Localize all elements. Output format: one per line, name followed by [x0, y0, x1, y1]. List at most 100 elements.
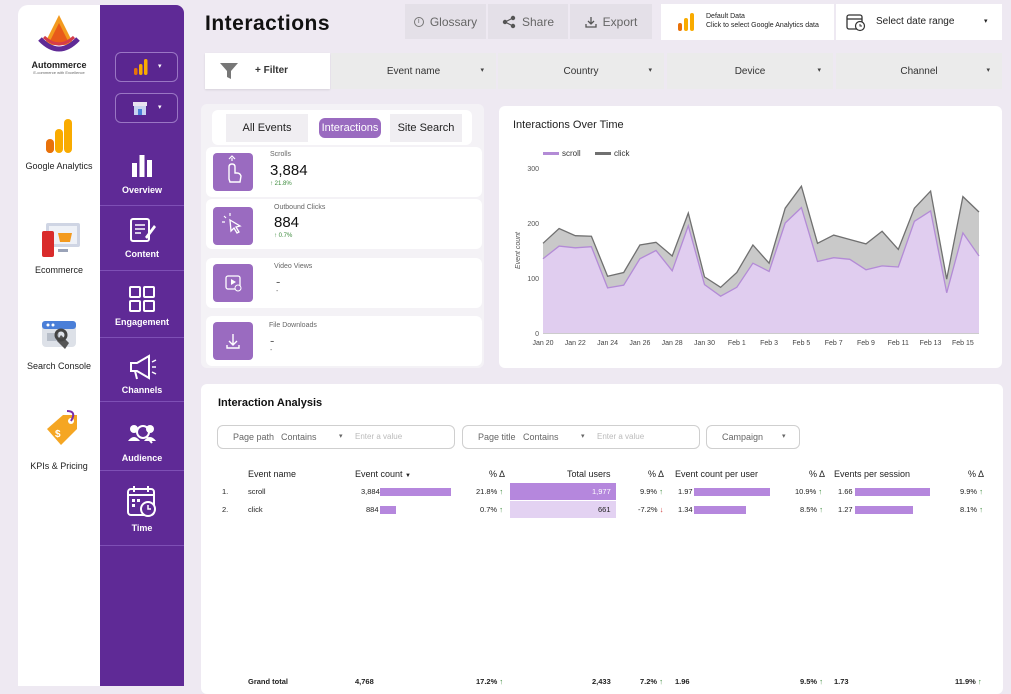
row-index: 1. [222, 487, 229, 496]
glossary-label: Glossary [429, 14, 478, 29]
chevron-down-icon: ▾ [158, 104, 162, 111]
event-name-cell: scroll [248, 487, 266, 496]
chevron-down-icon: ▾ [782, 433, 786, 440]
x-tick-label: Feb 7 [825, 340, 843, 347]
event-name-filter[interactable]: Event name ▾ [331, 53, 496, 89]
tab-site-search[interactable]: Site Search [390, 114, 462, 142]
rail-label: Ecommerce [34, 265, 83, 275]
rail-item-google-analytics[interactable]: Google Analytics [18, 117, 100, 171]
audience-icon [128, 425, 156, 444]
glossary-button[interactable]: i Glossary [405, 4, 486, 39]
nav-item-overview[interactable]: Overview [100, 153, 184, 195]
nav-item-content[interactable]: Content [100, 215, 184, 259]
page-title-input[interactable]: Enter a value [597, 432, 645, 441]
device-filter[interactable]: Device ▾ [667, 53, 833, 89]
filter-icon [220, 63, 238, 79]
total-users-cell: 661 [598, 505, 611, 514]
rail-item-search-console[interactable]: Search Console [18, 317, 100, 371]
google-analytics-icon [678, 13, 694, 31]
x-tick-label: Feb 9 [857, 340, 875, 347]
kpi-delta: - [270, 347, 273, 354]
col-header-total-users[interactable]: Total users [567, 469, 611, 479]
nav-label: Overview [121, 185, 163, 195]
page-path-operator[interactable]: Contains [281, 432, 317, 442]
x-tick-label: Feb 3 [760, 340, 778, 347]
x-tick-label: Jan 28 [662, 340, 683, 347]
rail-label: Google Analytics [25, 161, 93, 171]
chevron-down-icon: ▾ [480, 67, 484, 74]
export-button[interactable]: Export [570, 4, 652, 39]
total-users: 2,433 [592, 677, 611, 686]
add-filter-button[interactable]: + Filter [205, 53, 330, 89]
page-path-input[interactable]: Enter a value [355, 432, 403, 441]
nav-label: Engagement [114, 317, 169, 327]
download-icon [585, 16, 597, 28]
data-source-selector-store[interactable]: ▾ [115, 93, 178, 123]
navigation-sidebar: ▾ ▾ Overview Content [100, 5, 184, 686]
legend-swatch [595, 152, 611, 155]
brand-logo[interactable]: Autommerce E-commerce with Excellence [18, 13, 100, 75]
page-title-label: Page title [478, 432, 516, 442]
info-icon: i [413, 16, 424, 27]
legend-label: click [614, 149, 631, 158]
x-tick-label: Jan 24 [597, 340, 618, 347]
country-filter[interactable]: Country ▾ [498, 53, 664, 89]
page-title: Interactions [205, 12, 331, 35]
calendar-icon [846, 14, 866, 32]
nav-item-channels[interactable]: Channels [100, 353, 184, 395]
event-count-cell: 3,884 [361, 487, 380, 496]
page-title-filter[interactable]: Page title Contains ▾ Enter a value [462, 425, 700, 449]
event-count-bar [380, 506, 397, 514]
data-source-selector-ga[interactable]: ▾ [115, 52, 178, 82]
share-button[interactable]: Share [488, 4, 568, 39]
col-header-event-count[interactable]: Event count ▼ [355, 469, 411, 479]
bar-chart-icon [132, 155, 152, 177]
country-filter-label: Country [563, 65, 599, 77]
nav-label: Channels [121, 385, 163, 395]
share-icon [502, 15, 516, 28]
per-user-delta-cell: 10.9% ↑ [795, 487, 823, 496]
data-source-title: Default Data [706, 13, 745, 20]
col-header-events-per-session[interactable]: Events per session [834, 469, 911, 479]
col-header-per-user-delta[interactable]: % Δ [809, 469, 826, 479]
kpi-card-outbound-clicks: Outbound Clicks 884 ↑ 0.7% [206, 199, 482, 249]
nav-item-audience[interactable]: Audience [100, 421, 184, 463]
chevron-down-icon: ▾ [339, 433, 343, 440]
date-range-picker[interactable]: Select date range ▾ [836, 4, 1002, 40]
tab-interactions[interactable]: Interactions [318, 118, 382, 138]
x-tick-label: Jan 22 [565, 340, 586, 347]
nav-divider [100, 337, 184, 338]
col-header-count-per-user[interactable]: Event count per user [675, 469, 759, 479]
nav-item-engagement[interactable]: Engagement [100, 285, 184, 327]
search-console-icon [42, 321, 76, 349]
legend-swatch [543, 152, 559, 155]
tab-all-events[interactable]: All Events [226, 114, 308, 142]
kpi-card-video-views: Video Views - - [206, 258, 482, 308]
nav-divider [100, 470, 184, 471]
chevron-down-icon: ▾ [648, 67, 652, 74]
total-per-session: 1.73 [834, 677, 849, 686]
nav-divider [100, 205, 184, 206]
kpi-value: - [270, 333, 275, 348]
users-delta-cell: -7.2% ↓ [638, 505, 664, 514]
export-label: Export [602, 14, 638, 29]
interactions-area-chart[interactable]: 0 100 200 300 Event count Jan 20 Jan 22 Jan 24 J… [499, 106, 1002, 368]
brand-tagline: E-commerce with Excellence [33, 70, 85, 75]
col-header-event-name[interactable]: Event name [248, 469, 297, 479]
page-title-operator[interactable]: Contains [523, 432, 559, 442]
nav-item-time[interactable]: Time [100, 485, 184, 533]
total-users-delta: 7.2% ↑ [640, 677, 663, 686]
rail-item-kpis-pricing[interactable]: $ KPIs & Pricing [18, 409, 100, 471]
campaign-filter[interactable]: Campaign ▾ [706, 425, 800, 449]
event-name-filter-label: Event name [386, 65, 441, 77]
kpi-delta: ↑ 0.7% [274, 233, 293, 239]
page-path-filter[interactable]: Page path Contains ▾ Enter a value [217, 425, 455, 449]
rail-item-ecommerce[interactable]: Ecommerce [18, 219, 100, 275]
channel-filter[interactable]: Channel ▾ [836, 53, 1002, 89]
col-header-per-session-delta[interactable]: % Δ [968, 469, 985, 479]
grand-total-label: Grand total [248, 677, 289, 686]
data-source-control[interactable]: Default Data Click to select Google Anal… [661, 4, 834, 40]
col-header-count-delta[interactable]: % Δ [489, 469, 506, 479]
col-header-users-delta[interactable]: % Δ [648, 469, 665, 479]
row-index: 2. [222, 505, 229, 514]
